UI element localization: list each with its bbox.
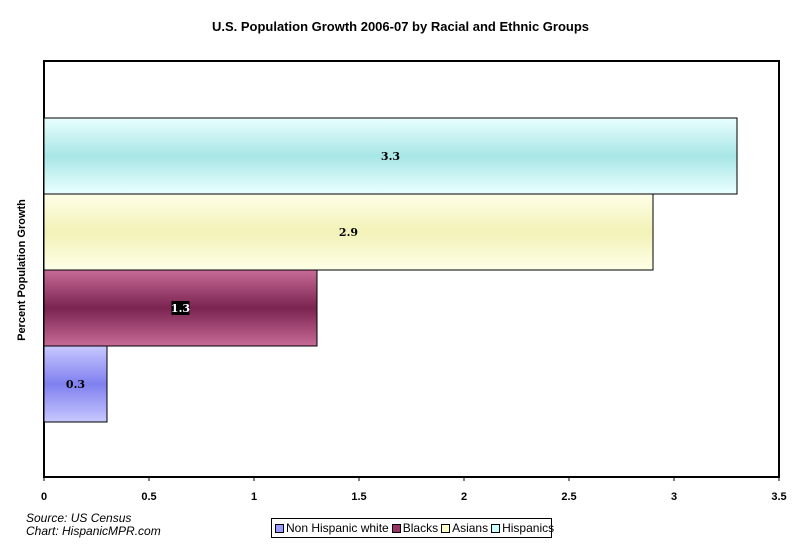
data-label: 3.3 (381, 150, 400, 163)
legend-label: Non Hispanic white (286, 521, 389, 535)
x-tick-label: 1.5 (351, 491, 366, 503)
bar-hispanics (43, 117, 738, 195)
x-tick-label: 0.5 (141, 491, 156, 503)
legend-swatch (441, 523, 451, 533)
source-note: Source: US Census Chart: HispanicMPR.com (26, 512, 161, 538)
legend-item-blacks: Blacks (391, 521, 439, 535)
legend-item-asians: Asians (441, 521, 488, 535)
legend-label: Hispanics (502, 521, 555, 535)
chart-title: U.S. Population Growth 2006-07 by Racial… (211, 19, 590, 34)
x-tick-label: 0 (41, 491, 47, 503)
data-label: 0.3 (66, 378, 85, 391)
legend: Non Hispanic white Blacks Asians Hispani… (271, 518, 554, 538)
legend-label: Blacks (402, 521, 439, 535)
legend-swatch (275, 523, 284, 533)
source-line: Source: US Census (26, 511, 132, 525)
bar-asians (43, 193, 654, 271)
data-label: 1.3 (171, 302, 190, 315)
data-label-background (171, 301, 190, 315)
bar-non-hispanic-white (43, 345, 108, 423)
chart-credit-line: Chart: HispanicMPR.com (26, 524, 161, 538)
data-label: 2.9 (339, 226, 358, 239)
x-tick-label: 3 (671, 491, 677, 503)
legend-item-non-hispanic-white: Non Hispanic white (275, 521, 389, 535)
x-tick-label: 2 (461, 491, 467, 503)
legend-swatch (391, 523, 401, 533)
legend-item-hispanics: Hispanics (491, 521, 554, 535)
x-tick-label: 3.5 (771, 491, 786, 503)
x-tick-label: 1 (251, 491, 257, 503)
legend-swatch (491, 523, 501, 533)
legend-label: Asians (452, 521, 489, 535)
x-tick-label: 2.5 (561, 491, 576, 503)
